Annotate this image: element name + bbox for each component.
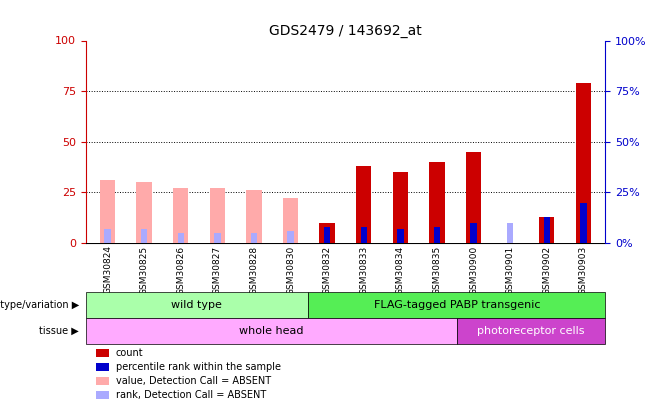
Text: GSM30834: GSM30834 (396, 245, 405, 294)
Bar (507, 223, 513, 243)
Bar (393, 172, 408, 243)
Bar (173, 188, 188, 243)
Bar (210, 188, 225, 243)
Bar (466, 152, 481, 243)
Bar (96, 377, 109, 385)
Bar (86, 292, 309, 318)
Text: FLAG-tagged PABP transgenic: FLAG-tagged PABP transgenic (374, 300, 540, 310)
Text: GSM30826: GSM30826 (176, 245, 185, 294)
Bar (105, 229, 111, 243)
Bar (539, 217, 555, 243)
Bar (96, 349, 109, 357)
Bar (214, 233, 220, 243)
Text: tissue ▶: tissue ▶ (39, 326, 79, 336)
Bar (309, 292, 605, 318)
Text: GSM30824: GSM30824 (103, 245, 112, 294)
Text: rank, Detection Call = ABSENT: rank, Detection Call = ABSENT (116, 390, 266, 400)
Bar (246, 190, 262, 243)
Text: GSM30825: GSM30825 (139, 245, 149, 294)
Title: GDS2479 / 143692_at: GDS2479 / 143692_at (269, 24, 422, 38)
Text: whole head: whole head (239, 326, 303, 336)
Text: GSM30902: GSM30902 (542, 245, 551, 294)
Text: GSM30903: GSM30903 (579, 245, 588, 295)
Bar (100, 180, 115, 243)
Bar (288, 231, 293, 243)
Bar (320, 223, 335, 243)
Bar (178, 233, 184, 243)
Bar (457, 318, 605, 344)
Bar (580, 202, 586, 243)
Text: GSM30832: GSM30832 (322, 245, 332, 294)
Text: count: count (116, 348, 143, 358)
Text: GSM30828: GSM30828 (249, 245, 259, 294)
Text: wild type: wild type (172, 300, 222, 310)
Bar (141, 229, 147, 243)
Text: GSM30830: GSM30830 (286, 245, 295, 295)
Bar (96, 363, 109, 371)
Bar (397, 229, 403, 243)
Bar (361, 227, 367, 243)
Bar (96, 391, 109, 399)
Bar (576, 83, 591, 243)
Bar (283, 198, 298, 243)
Text: GSM30900: GSM30900 (469, 245, 478, 295)
Text: genotype/variation ▶: genotype/variation ▶ (0, 300, 79, 310)
Bar (324, 227, 330, 243)
Bar (429, 162, 445, 243)
Bar (434, 227, 440, 243)
Text: photoreceptor cells: photoreceptor cells (477, 326, 585, 336)
Bar (356, 166, 371, 243)
Text: GSM30835: GSM30835 (432, 245, 442, 295)
Bar (86, 318, 457, 344)
Text: GSM30827: GSM30827 (213, 245, 222, 294)
Text: value, Detection Call = ABSENT: value, Detection Call = ABSENT (116, 376, 271, 386)
Bar (251, 233, 257, 243)
Bar (136, 182, 152, 243)
Text: percentile rank within the sample: percentile rank within the sample (116, 362, 281, 372)
Bar (470, 223, 477, 243)
Text: GSM30833: GSM30833 (359, 245, 368, 295)
Bar (544, 217, 550, 243)
Text: GSM30901: GSM30901 (506, 245, 515, 295)
